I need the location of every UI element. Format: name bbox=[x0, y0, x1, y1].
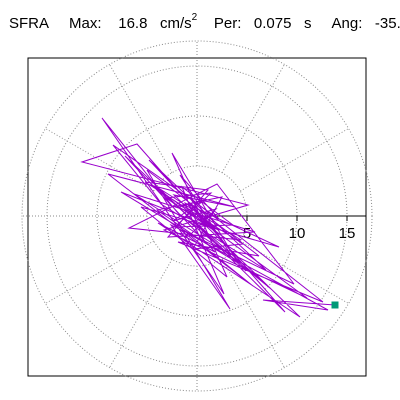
orbit-trace bbox=[80, 117, 336, 318]
max-unit: cm/s bbox=[159, 15, 192, 32]
angle-value: -35.4 bbox=[374, 15, 400, 32]
grid-ring-outer bbox=[21, 40, 373, 392]
tick-label: 5 bbox=[243, 225, 251, 242]
max-label: Max: bbox=[69, 15, 102, 32]
end-point-marker bbox=[331, 301, 339, 309]
max-value: 16.8 bbox=[118, 15, 148, 32]
chart-header: SFRA Max: 16.8 cm/s2 Per: 0.075 s Ang: -… bbox=[9, 12, 400, 32]
tick-label: 10 bbox=[289, 225, 306, 242]
period-unit: s bbox=[303, 15, 312, 32]
record-label: SFRA bbox=[9, 15, 49, 32]
max-unit-exponent: 2 bbox=[191, 12, 198, 23]
radial-ticks: 5 10 15 bbox=[243, 216, 356, 242]
period-value: 0.075 bbox=[253, 15, 292, 32]
period-label: Per: bbox=[213, 15, 242, 32]
angle-label: Ang: bbox=[331, 15, 363, 32]
tick-label: 15 bbox=[339, 225, 356, 242]
